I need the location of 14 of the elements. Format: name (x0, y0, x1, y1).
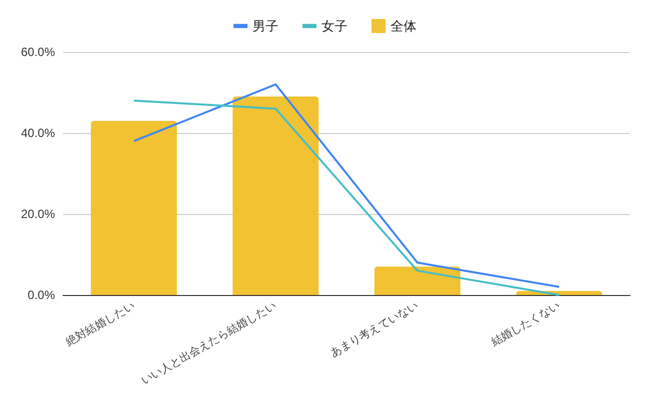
y-tick-label: 40.0% (20, 126, 56, 140)
legend-label: 全体 (390, 18, 416, 34)
bar (374, 266, 460, 295)
legend-label: 女子 (322, 18, 348, 34)
bar (232, 96, 319, 295)
y-tick-label: 20.0% (20, 207, 56, 221)
x-tick-label: あまり考えていない (328, 298, 420, 360)
y-tick-label: 0.0% (28, 288, 56, 302)
y-tick-label: 60.0% (20, 45, 56, 59)
x-tick-label: 絶対結婚したい (62, 298, 137, 350)
bar (90, 120, 177, 295)
x-tick-label: いい人と出会えたら結婚したい (138, 298, 279, 388)
x-tick-label: 結婚したくない (488, 300, 562, 350)
legend-label: 男子 (252, 18, 278, 34)
